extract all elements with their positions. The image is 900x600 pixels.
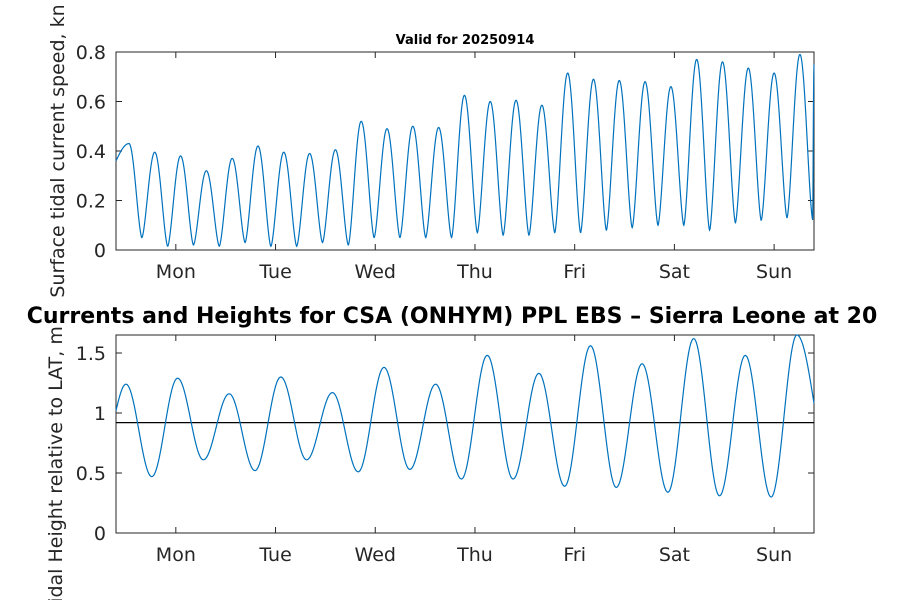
tidal-height-x-tick-label: Thu	[456, 544, 493, 566]
current-speed-x-ticks: Mon Tue Wed Thu Fri Sat Sun	[156, 52, 792, 283]
tidal-height-series-line	[115, 334, 815, 498]
tidal-height-y-axis-label: Tidal Height relative to LAT, m	[45, 326, 67, 600]
tidal-height-x-tick-label: Tue	[258, 544, 291, 566]
current-speed-x-tick-label: Thu	[456, 261, 493, 283]
current-speed-x-tick-label: Sun	[756, 261, 792, 283]
figure-title: Currents and Heights for CSA (ONHYM) PPL…	[27, 304, 878, 329]
current-speed-chart: Valid for 20250914 Surface tidal current…	[47, 4, 815, 298]
current-speed-x-tick-label: Sat	[659, 261, 690, 283]
tidal-height-chart: Tidal Height relative to LAT, m 0 0.5 1 1.5…	[45, 326, 815, 600]
tidal-height-x-tick-label: Sun	[756, 544, 792, 566]
tidal-height-axes-box	[115, 334, 815, 534]
current-speed-x-tick-label: Mon	[156, 261, 196, 283]
current-speed-y-axis-label: Surface tidal current speed, kn	[47, 4, 69, 297]
tidal-height-x-tick-label: Mon	[156, 544, 196, 566]
current-speed-y-tick-label: 0.6	[76, 92, 106, 114]
tidal-height-y-tick-label: 0.5	[76, 463, 106, 485]
current-speed-series-line	[115, 53, 815, 248]
current-speed-y-tick-label: 0.8	[76, 42, 106, 64]
tidal-height-x-ticks: Mon Tue Wed Thu Fri Sat Sun	[156, 335, 792, 566]
tidal-height-y-tick-label: 1.5	[76, 343, 106, 365]
current-speed-x-tick-label: Tue	[258, 261, 291, 283]
tidal-height-y-tick-label: 1	[94, 403, 106, 425]
current-speed-y-tick-label: 0.4	[76, 141, 106, 163]
current-speed-axes-box	[115, 51, 815, 251]
current-speed-chart-title: Valid for 20250914	[396, 33, 535, 48]
current-speed-y-tick-label: 0	[94, 240, 106, 262]
current-speed-y-ticks: 0 0.2 0.4 0.6 0.8	[76, 42, 814, 262]
tidal-height-x-tick-label: Wed	[355, 544, 396, 566]
current-speed-x-tick-label: Wed	[355, 261, 396, 283]
tidal-height-x-tick-label: Fri	[563, 544, 586, 566]
tidal-height-y-tick-label: 0	[94, 523, 106, 545]
tidal-height-y-ticks: 0 0.5 1 1.5	[76, 343, 814, 545]
current-speed-x-tick-label: Fri	[563, 261, 586, 283]
tidal-height-x-tick-label: Sat	[659, 544, 690, 566]
current-speed-y-tick-label: 0.2	[76, 191, 106, 213]
